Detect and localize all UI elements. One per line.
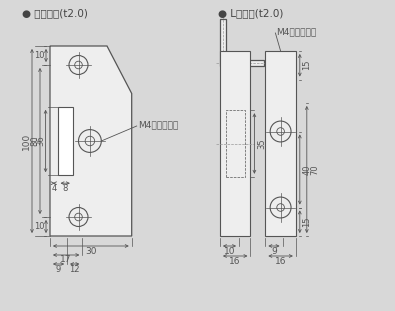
Text: 16: 16	[229, 257, 241, 266]
Text: 100: 100	[21, 132, 30, 150]
Text: M4ネジ用皿穴: M4ネジ用皿穴	[276, 27, 317, 36]
Text: 17: 17	[60, 256, 72, 264]
Bar	[265, 51, 296, 236]
Text: 80: 80	[30, 136, 40, 146]
Text: 16: 16	[275, 257, 286, 266]
Text: M4ネジ用皿穴: M4ネジ用皿穴	[138, 120, 178, 129]
Polygon shape	[50, 46, 132, 236]
Text: 8: 8	[62, 184, 68, 193]
Text: 12: 12	[70, 264, 80, 273]
Text: 9: 9	[56, 264, 61, 273]
Bar	[226, 110, 245, 177]
Text: 70: 70	[310, 164, 319, 175]
Text: 10: 10	[34, 51, 44, 60]
Text: 35: 35	[257, 138, 266, 149]
Text: 36: 36	[36, 136, 45, 146]
Text: 10: 10	[224, 247, 235, 256]
Text: ● 平型受座(t2.0): ● 平型受座(t2.0)	[22, 8, 88, 18]
Text: 4: 4	[51, 184, 56, 193]
Text: 15: 15	[302, 216, 311, 227]
Bar	[58, 107, 73, 175]
Polygon shape	[220, 18, 264, 66]
Text: 40: 40	[302, 164, 311, 175]
Text: 10: 10	[34, 222, 44, 231]
Text: 9: 9	[271, 247, 277, 256]
Text: ● L型受座(t2.0): ● L型受座(t2.0)	[218, 8, 283, 18]
Bar	[220, 51, 250, 236]
Text: 30: 30	[85, 247, 97, 256]
Text: 15: 15	[302, 60, 311, 71]
